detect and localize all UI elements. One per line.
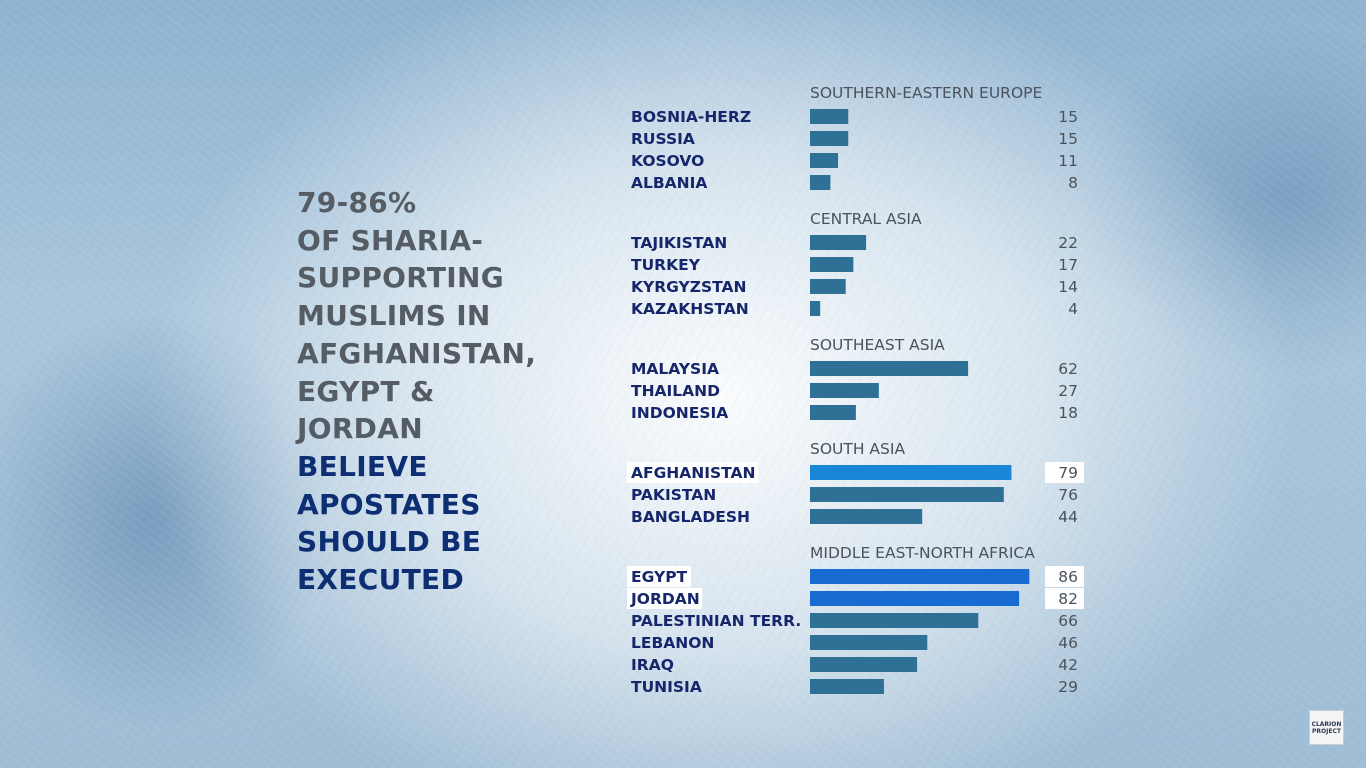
value-label: 42	[1058, 656, 1078, 674]
group-title: MIDDLE EAST-NORTH AFRICA	[810, 544, 1035, 562]
country-label: TUNISIA	[631, 678, 702, 696]
value-label: 15	[1058, 130, 1078, 148]
bar	[810, 279, 846, 294]
bar	[810, 109, 849, 124]
value-label: 76	[1058, 486, 1078, 504]
country-label: RUSSIA	[631, 130, 695, 148]
value-label: 18	[1058, 404, 1078, 422]
value-label: 82	[1058, 590, 1078, 608]
headline-emphasis-line: SHOULD BE	[297, 525, 482, 559]
country-label: TAJIKISTAN	[631, 234, 727, 252]
country-label: BOSNIA-HERZ	[631, 108, 751, 126]
country-label: AFGHANISTAN	[631, 464, 756, 482]
bar	[810, 175, 831, 190]
logo-text-line: CLARION	[1311, 721, 1342, 728]
value-highlight-box	[1045, 588, 1084, 609]
group-title: CENTRAL ASIA	[810, 210, 922, 228]
group-title: SOUTHERN-EASTERN EUROPE	[810, 84, 1042, 102]
headline-line: AFGHANISTAN,	[297, 336, 537, 370]
value-label: 11	[1058, 152, 1078, 170]
logo-text-line: PROJECT	[1312, 728, 1341, 735]
headline-line: 79-86%	[297, 186, 417, 219]
label-highlight-box	[627, 462, 759, 483]
value-label: 86	[1058, 568, 1078, 586]
bar	[810, 613, 979, 628]
value-label: 46	[1058, 634, 1078, 652]
headline-emphasis-line: EXECUTED	[297, 563, 464, 597]
country-label: BANGLADESH	[631, 508, 750, 526]
clarion-project-logo: CLARION PROJECT	[1309, 710, 1344, 745]
headline-line: MUSLIMS IN	[297, 299, 491, 333]
bar	[810, 635, 928, 650]
bar	[810, 591, 1020, 606]
value-label: 4	[1068, 300, 1078, 318]
country-label: INDONESIA	[631, 404, 728, 422]
bar	[810, 257, 854, 272]
value-label: 44	[1058, 508, 1078, 526]
country-label: JORDAN	[630, 590, 700, 608]
bar	[810, 131, 849, 146]
bar	[810, 301, 821, 316]
bar	[810, 679, 884, 694]
value-label: 66	[1058, 612, 1078, 630]
bar	[810, 569, 1030, 584]
country-label: THAILAND	[631, 382, 720, 400]
country-label: LEBANON	[631, 634, 714, 652]
value-label: 62	[1058, 360, 1078, 378]
bar	[810, 487, 1004, 502]
bar	[810, 657, 918, 672]
country-label: MALAYSIA	[631, 360, 719, 378]
value-label: 15	[1058, 108, 1078, 126]
country-label: TURKEY	[631, 256, 701, 274]
headline-line: OF SHARIA-	[297, 223, 484, 257]
value-label: 79	[1058, 464, 1078, 482]
group-title: SOUTHEAST ASIA	[810, 336, 945, 354]
country-label: EGYPT	[631, 568, 688, 586]
country-label: PAKISTAN	[631, 486, 716, 504]
value-label: 17	[1058, 256, 1078, 274]
headline-emphasis-line: BELIEVE	[297, 449, 428, 483]
group-title: SOUTH ASIA	[810, 440, 905, 458]
bar	[810, 235, 867, 250]
bar	[810, 361, 969, 376]
bar	[810, 153, 839, 168]
country-label: KOSOVO	[631, 152, 704, 170]
headline-line: SUPPORTING	[297, 261, 504, 295]
label-highlight-box	[627, 566, 691, 587]
value-label: 29	[1058, 678, 1078, 696]
country-label: IRAQ	[631, 656, 674, 674]
bar	[810, 383, 879, 398]
headline: 79-86% OF SHARIA- SUPPORTING MUSLIMS IN …	[297, 184, 597, 599]
headline-line: JORDAN	[297, 412, 423, 446]
country-label: KYRGYZSTAN	[631, 278, 747, 296]
value-label: 27	[1058, 382, 1078, 400]
label-highlight-box	[627, 588, 703, 609]
bar	[810, 465, 1012, 480]
headline-emphasis-line: APOSTATES	[297, 487, 481, 521]
country-label: ALBANIA	[631, 174, 707, 192]
bar	[810, 405, 856, 420]
value-label: 14	[1058, 278, 1078, 296]
country-label: KAZAKHSTAN	[631, 300, 749, 318]
value-label: 22	[1058, 234, 1078, 252]
value-label: 8	[1068, 174, 1078, 192]
value-highlight-box	[1045, 462, 1084, 483]
value-highlight-box	[1045, 566, 1084, 587]
country-label: PALESTINIAN TERR.	[631, 612, 801, 630]
bar	[810, 509, 923, 524]
headline-line: EGYPT &	[297, 374, 435, 408]
